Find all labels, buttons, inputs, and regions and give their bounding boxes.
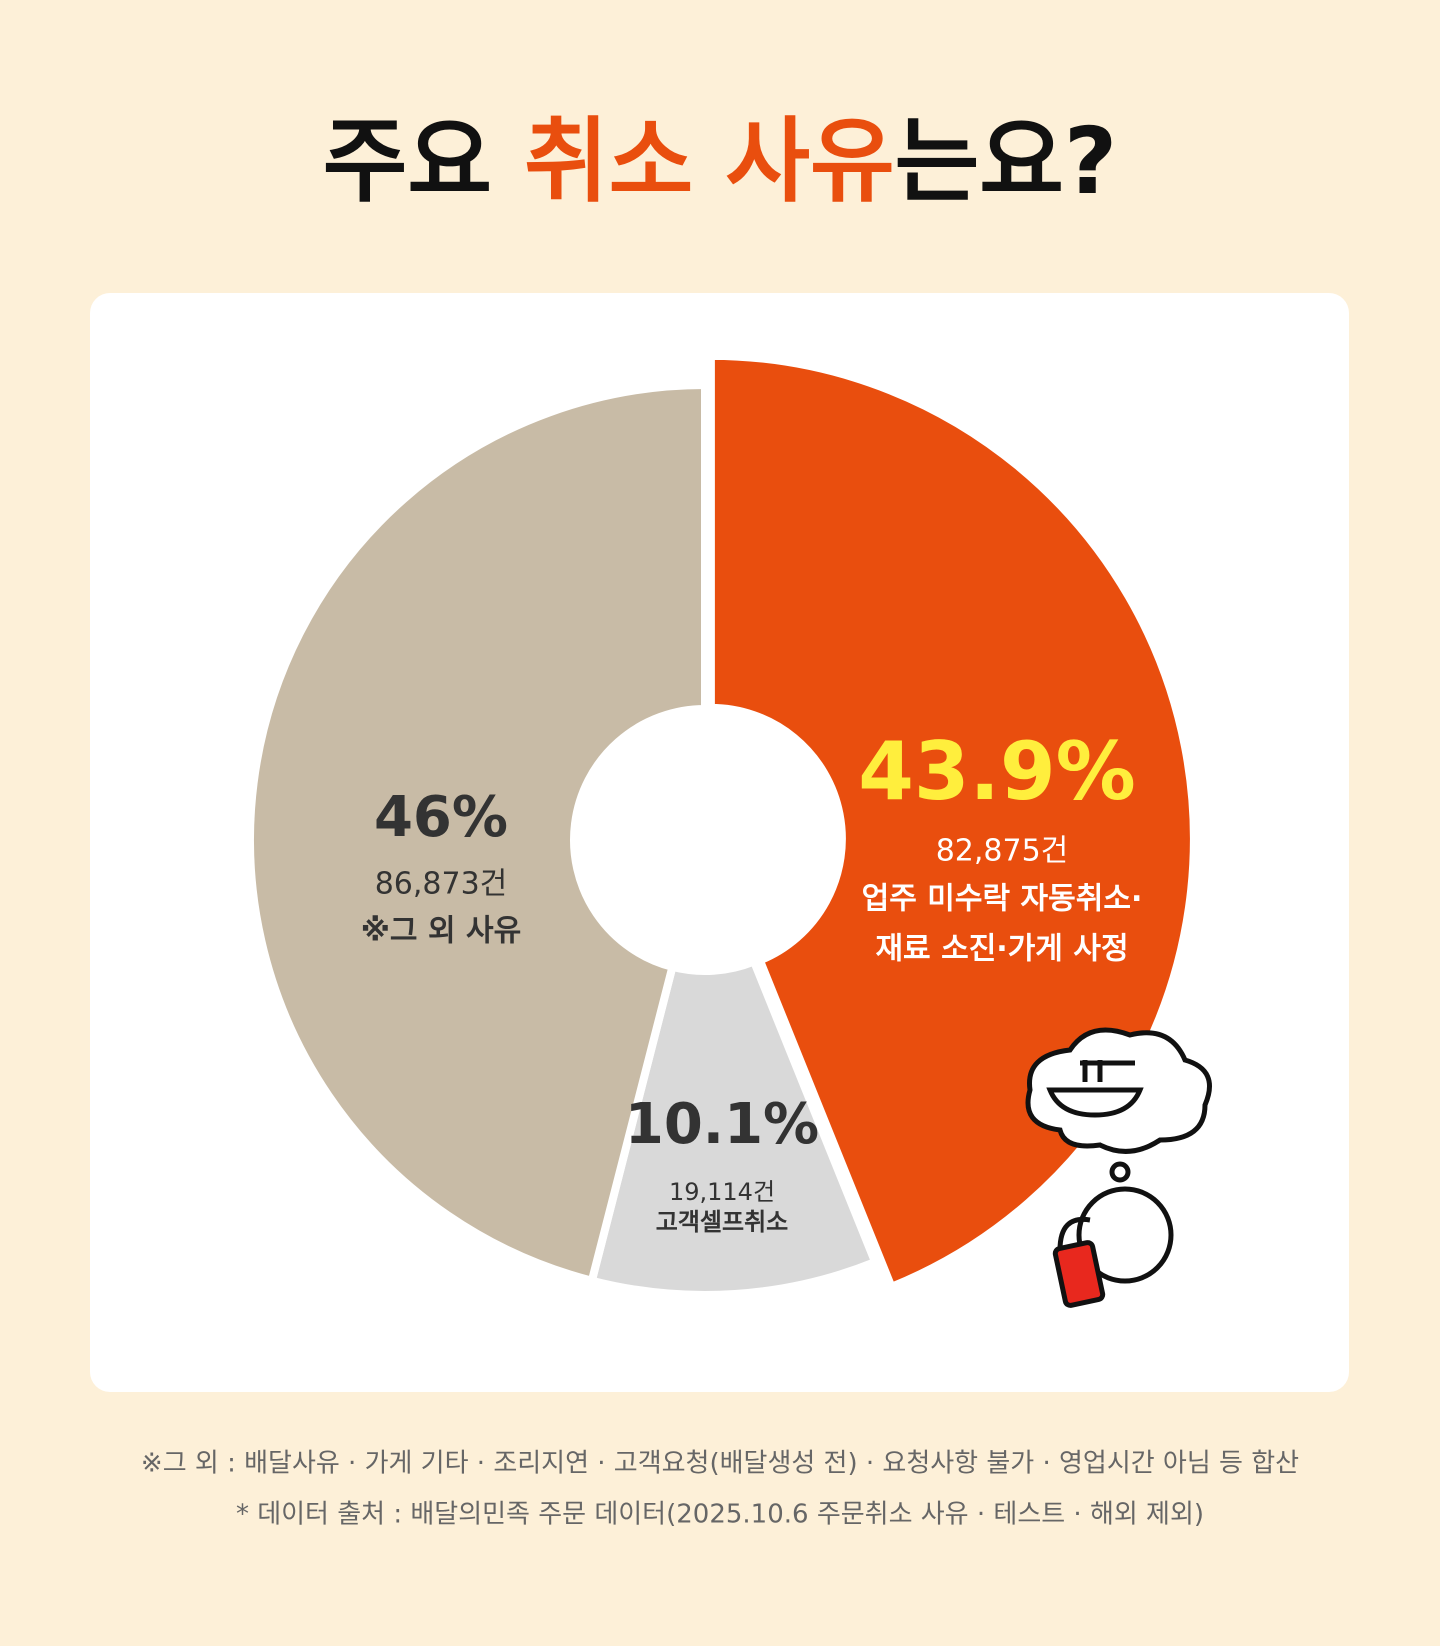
percent-label: 46% — [374, 785, 508, 850]
donut-slice — [586, 956, 881, 1299]
count-label: 86,873건 — [375, 867, 508, 902]
category-label: ※그 외 사유 — [361, 914, 521, 949]
title-part: 주요 — [323, 108, 524, 215]
donut-slice — [245, 380, 709, 1286]
title-part: 는요? — [895, 108, 1118, 215]
count-label: 82,875건 — [936, 834, 1069, 869]
chart-title: 주요 취소 사유는요? — [323, 108, 1118, 215]
category-label: 업주 미수락 자동취소· — [862, 882, 1143, 917]
category-label: 재료 소진·가게 사정 — [875, 932, 1128, 967]
mascot — [1025, 1027, 1212, 1308]
donut-hole — [576, 711, 834, 969]
title-part: 취소 사유 — [524, 108, 895, 215]
percent-label: 43.9% — [858, 725, 1136, 818]
footnote: ※그 외 : 배달사유 · 가게 기타 · 조리지연 · 고객요청(배달생성 전… — [141, 1449, 1299, 1479]
percent-label: 10.1% — [625, 1092, 819, 1157]
footnote: * 데이터 출처 : 배달의민족 주문 데이터(2025.10.6 주문취소 사… — [236, 1500, 1204, 1530]
count-label: 19,114건 — [669, 1178, 775, 1206]
category-label: 고객셀프취소 — [656, 1208, 788, 1236]
